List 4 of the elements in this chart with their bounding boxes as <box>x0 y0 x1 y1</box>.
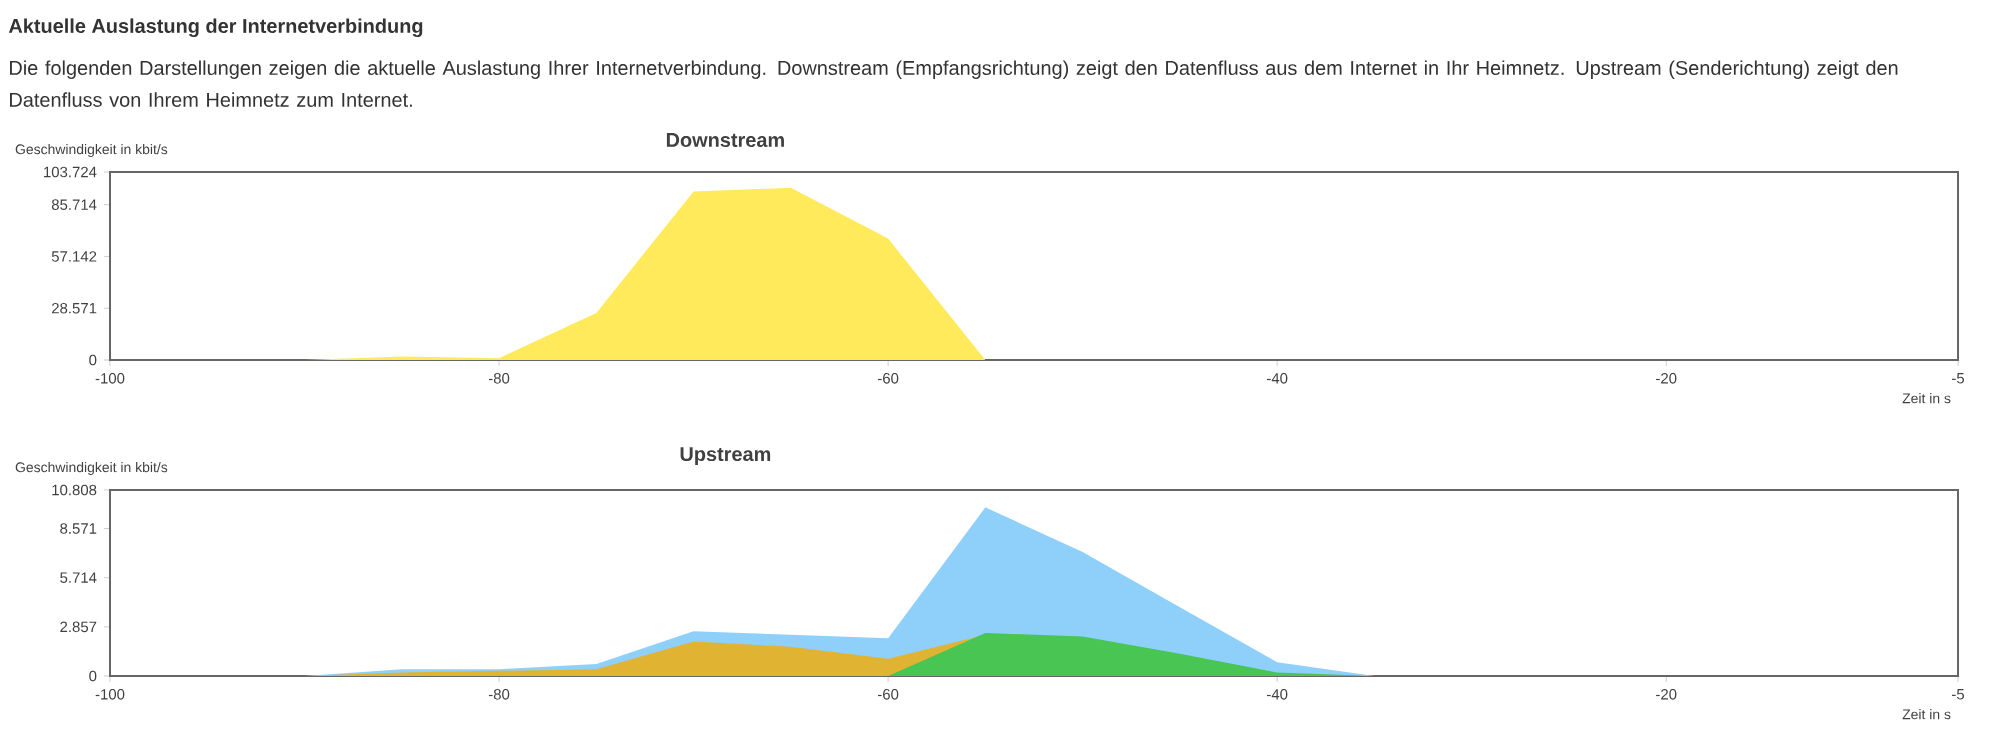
chart-title: Upstream <box>680 447 771 465</box>
text: Die folgenden Darstellungen zeigen die aktuelle Auslastung Ihrer Internetverbindung. Downstream (Empfangsrichtung) zeigt den Datenfluss aus dem Internet in Ihr Heimnetz. Upstream (Senderichtung) zeigt den Datenfluss von Ihrem Heimnetz zum Internet. <box>10 60 1898 107</box>
text: Aktuelle Auslastung der Internetverbindung <box>8 18 423 38</box>
chart-title: Downstream <box>666 133 784 147</box>
